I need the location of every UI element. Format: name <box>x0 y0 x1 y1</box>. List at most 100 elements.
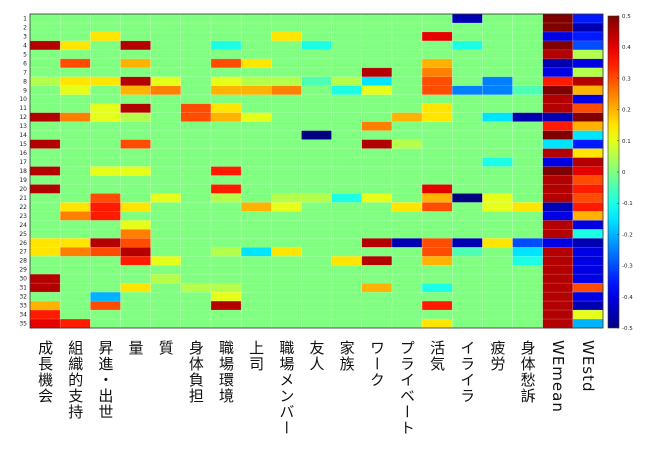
column-label: 疲労 <box>488 340 506 372</box>
heatmap-cell <box>391 274 423 284</box>
heatmap-cell <box>512 148 543 158</box>
heatmap-cell <box>30 112 61 122</box>
heatmap-cell <box>60 229 91 239</box>
row-label: 13 <box>19 123 27 130</box>
heatmap-cell <box>391 139 423 149</box>
heatmap-cell <box>542 310 574 320</box>
heatmap-cell <box>331 22 363 33</box>
heatmap-cell <box>572 58 604 69</box>
colorbar-tick-label: 0.5 <box>622 14 631 20</box>
row-label: 15 <box>19 141 27 148</box>
colorbar-tick-label: -0.2 <box>622 232 633 238</box>
heatmap-cell <box>90 193 121 203</box>
heatmap-cell <box>30 148 61 158</box>
heatmap-cell <box>60 103 91 113</box>
heatmap-cell <box>150 157 182 167</box>
heatmap-cell <box>301 175 332 185</box>
heatmap-cell <box>150 283 182 293</box>
heatmap-cell <box>241 184 272 194</box>
heatmap-cell <box>331 220 363 230</box>
heatmap-cell <box>542 184 574 194</box>
heatmap-cell <box>210 301 242 311</box>
heatmap-cell <box>30 202 61 212</box>
heatmap-cell <box>180 121 212 131</box>
heatmap-cell <box>210 247 242 257</box>
heatmap-cell <box>452 130 483 140</box>
heatmap-cell <box>301 58 332 69</box>
heatmap-cell <box>271 274 302 284</box>
heatmap-cell <box>361 148 393 158</box>
heatmap-cell <box>271 85 302 96</box>
heatmap-cell <box>391 175 423 185</box>
colorbar-tick-label: -0.4 <box>622 295 633 301</box>
heatmap-cell <box>331 193 363 203</box>
heatmap-cell <box>572 256 604 266</box>
heatmap-cell <box>482 58 513 69</box>
heatmap-cell <box>210 67 242 78</box>
heatmap-cell <box>120 220 151 230</box>
heatmap-cell <box>422 292 453 302</box>
heatmap-cell <box>301 148 332 158</box>
heatmap-cell <box>422 22 453 33</box>
heatmap-cell <box>422 211 453 221</box>
heatmap-cell <box>60 166 91 176</box>
heatmap-cell <box>150 193 182 203</box>
heatmap-cell <box>482 130 513 140</box>
heatmap-cell <box>210 22 242 33</box>
heatmap-cell <box>331 130 363 140</box>
heatmap-cell <box>60 157 91 167</box>
heatmap-cell <box>361 166 393 176</box>
row-label: 19 <box>19 177 27 184</box>
heatmap-cell <box>210 157 242 167</box>
heatmap-cell <box>210 112 242 122</box>
heatmap-cell <box>301 238 332 248</box>
heatmap-cell <box>180 49 212 60</box>
heatmap-cell <box>241 14 272 24</box>
heatmap-cell <box>512 274 543 284</box>
heatmap-cell <box>572 202 604 212</box>
heatmap-cell <box>391 265 423 275</box>
row-label: 16 <box>19 150 27 157</box>
heatmap-cell <box>452 112 483 122</box>
heatmap-cell <box>301 94 332 105</box>
heatmap-cell <box>542 148 574 158</box>
heatmap-cell <box>120 103 151 113</box>
heatmap-cell <box>120 211 151 221</box>
heatmap-cell <box>482 139 513 149</box>
heatmap-cell <box>90 157 121 167</box>
heatmap-cell <box>301 211 332 221</box>
heatmap-cell <box>120 256 151 266</box>
heatmap-cell <box>150 121 182 131</box>
heatmap-cell <box>422 157 453 167</box>
heatmap-cell <box>90 211 121 221</box>
heatmap-cell <box>150 76 182 87</box>
heatmap-cell <box>150 247 182 257</box>
heatmap-cell <box>241 67 272 78</box>
heatmap-cell <box>150 256 182 266</box>
heatmap-cell <box>361 67 393 78</box>
heatmap-cell <box>301 184 332 194</box>
heatmap-cell <box>301 22 332 33</box>
colorbar-tick-label: -0.3 <box>622 264 633 270</box>
heatmap-cell <box>210 310 242 320</box>
heatmap-cell <box>572 193 604 203</box>
heatmap-cell <box>241 139 272 149</box>
heatmap-cell <box>512 229 543 239</box>
heatmap-cell <box>241 256 272 266</box>
colorbar-tick-label: 0.3 <box>622 76 631 82</box>
heatmap-cell <box>241 265 272 275</box>
heatmap-cell <box>331 58 363 69</box>
heatmap-cell <box>422 67 453 78</box>
row-label: 8 <box>23 78 27 85</box>
heatmap-cell <box>60 238 91 248</box>
heatmap-cell <box>542 49 574 60</box>
heatmap-cell <box>60 148 91 158</box>
heatmap-cell <box>391 112 423 122</box>
heatmap-cell <box>120 121 151 131</box>
row-label: 26 <box>19 240 27 247</box>
heatmap-cell <box>512 67 543 78</box>
heatmap-cell <box>241 157 272 167</box>
heatmap-cell <box>120 175 151 185</box>
heatmap-cell <box>542 22 574 33</box>
heatmap-cell <box>241 319 272 329</box>
